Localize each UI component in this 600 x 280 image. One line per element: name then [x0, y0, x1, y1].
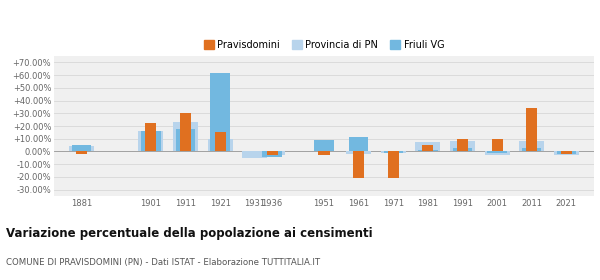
Bar	[139, 131, 163, 151]
Legend: Pravisdomini, Provincia di PN, Friuli VG: Pravisdomini, Provincia di PN, Friuli VG	[200, 36, 448, 53]
Bar	[349, 137, 368, 151]
Bar	[519, 141, 544, 151]
Bar	[76, 151, 87, 154]
Bar	[319, 151, 329, 155]
Bar	[215, 132, 226, 151]
Bar	[208, 139, 233, 151]
Bar	[314, 140, 334, 151]
Bar	[554, 151, 579, 155]
Bar	[145, 123, 157, 151]
Bar	[557, 151, 576, 154]
Bar	[561, 151, 572, 154]
Bar	[242, 151, 267, 158]
Bar	[485, 151, 509, 155]
Bar	[381, 151, 406, 153]
Bar	[457, 139, 468, 151]
Bar	[422, 145, 433, 151]
Bar	[453, 148, 472, 151]
Text: COMUNE DI PRAVISDOMINI (PN) - Dati ISTAT - Elaborazione TUTTITALIA.IT: COMUNE DI PRAVISDOMINI (PN) - Dati ISTAT…	[6, 258, 320, 267]
Bar	[180, 113, 191, 151]
Bar	[388, 151, 399, 178]
Text: Variazione percentuale della popolazione ai censimenti: Variazione percentuale della popolazione…	[6, 227, 373, 240]
Bar	[522, 148, 541, 151]
Bar	[383, 151, 403, 153]
Bar	[415, 142, 440, 151]
Bar	[450, 141, 475, 151]
Bar	[173, 122, 198, 151]
Bar	[266, 151, 278, 155]
Bar	[260, 151, 284, 155]
Bar	[491, 139, 503, 151]
Bar	[69, 146, 94, 151]
Bar	[346, 151, 371, 154]
Bar	[487, 151, 507, 153]
Bar	[72, 145, 91, 151]
Bar	[262, 151, 282, 157]
Bar	[418, 150, 437, 151]
Bar	[211, 73, 230, 151]
Bar	[141, 131, 161, 151]
Bar	[353, 151, 364, 178]
Bar	[176, 129, 195, 151]
Bar	[526, 108, 537, 151]
